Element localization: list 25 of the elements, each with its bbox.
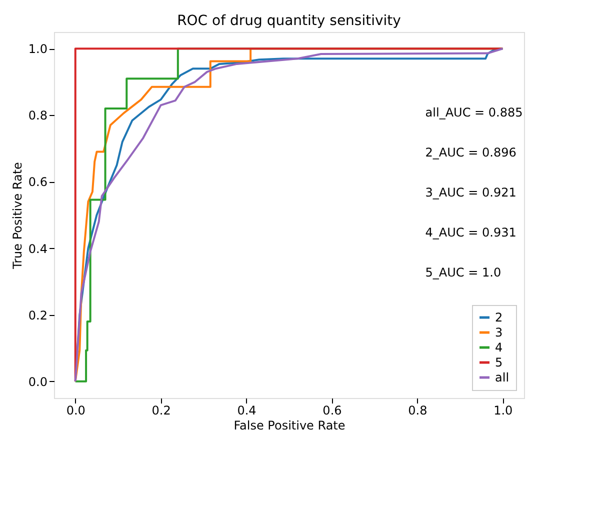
- x-tick-label: 0.8: [408, 404, 428, 418]
- annotation: 2_AUC = 0.896: [425, 146, 516, 160]
- x-tick-label: 1.0: [494, 404, 513, 418]
- legend-label: 3: [495, 326, 503, 340]
- y-tick-label: 1.0: [28, 42, 48, 56]
- x-axis-title: False Positive Rate: [234, 418, 346, 432]
- annotation: all_AUC = 0.885: [425, 106, 523, 120]
- y-tick-label: 0.4: [28, 242, 48, 256]
- annotation: 3_AUC = 0.921: [425, 186, 516, 200]
- chart-title: ROC of drug quantity sensitivity: [177, 13, 401, 29]
- x-tick-label: 0.0: [66, 404, 86, 418]
- y-tick-label: 0.2: [28, 308, 48, 322]
- annotation: 5_AUC = 1.0: [425, 266, 502, 280]
- x-tick-label: 0.6: [322, 404, 342, 418]
- y-axis-title: True Positive Rate: [10, 162, 24, 270]
- y-tick-label: 0.8: [28, 108, 48, 123]
- legend-label: all: [495, 370, 510, 384]
- x-tick-label: 0.2: [152, 404, 171, 418]
- y-tick-label: 0.0: [28, 374, 48, 389]
- y-tick-label: 0.6: [28, 175, 48, 190]
- legend-label: 4: [495, 340, 503, 354]
- legend-label: 5: [495, 356, 503, 370]
- x-tick-label: 0.4: [237, 404, 256, 418]
- legend-label: 2: [495, 310, 503, 324]
- annotation: 4_AUC = 0.931: [425, 226, 516, 240]
